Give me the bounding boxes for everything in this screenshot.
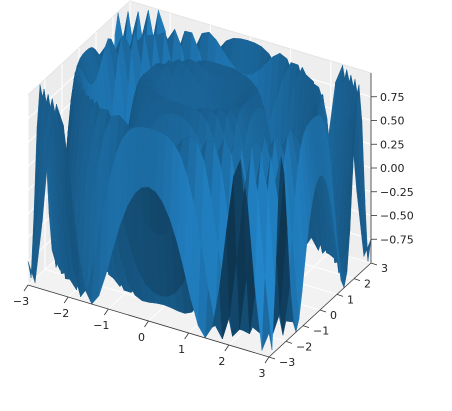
x-tick-mark	[104, 308, 109, 316]
y-tick-mark	[370, 262, 378, 266]
x-tick-label: 0	[138, 331, 145, 344]
y-tick-mark	[336, 293, 344, 297]
y-tick-mark	[285, 340, 293, 344]
z-tick-label: −0.25	[380, 186, 414, 199]
x-tick-label: −2	[53, 307, 69, 320]
x-tick-label: 3	[259, 367, 266, 380]
x-tick-mark	[63, 296, 69, 304]
x-tick-mark	[23, 284, 29, 292]
z-tick-label: 0.00	[380, 162, 405, 175]
y-tick-label: 1	[347, 293, 354, 306]
y-tick-label: −1	[313, 325, 329, 338]
y-tick-label: 2	[364, 278, 371, 291]
y-tick-label: 0	[330, 309, 337, 322]
surface-facet	[261, 279, 273, 351]
x-tick-mark	[184, 332, 189, 340]
z-tick-label: −0.50	[380, 210, 414, 223]
tick-labels: −3−2−10123−3−2−101230.750.500.250.00−0.2…	[13, 91, 414, 380]
z-tick-label: 0.25	[380, 138, 405, 151]
x-tick-label: 1	[178, 343, 185, 356]
z-tick-label: −0.75	[380, 233, 414, 246]
x-tick-label: −1	[93, 319, 109, 332]
z-tick-label: 0.75	[380, 91, 405, 104]
x-tick-mark	[264, 356, 270, 364]
y-tick-label: −2	[296, 340, 312, 353]
y-tick-mark	[268, 356, 276, 360]
y-tick-mark	[302, 325, 310, 329]
x-tick-label: −3	[13, 295, 29, 308]
x-tick-mark	[144, 320, 149, 328]
y-tick-mark	[319, 309, 327, 313]
x-tick-mark	[224, 344, 230, 352]
z-tick-label: 0.50	[380, 115, 405, 128]
y-tick-mark	[353, 278, 361, 282]
surface-mesh	[27, 10, 372, 351]
y-tick-label: −3	[279, 356, 295, 369]
x-tick-label: 2	[218, 355, 225, 368]
y-tick-label: 3	[381, 262, 388, 275]
